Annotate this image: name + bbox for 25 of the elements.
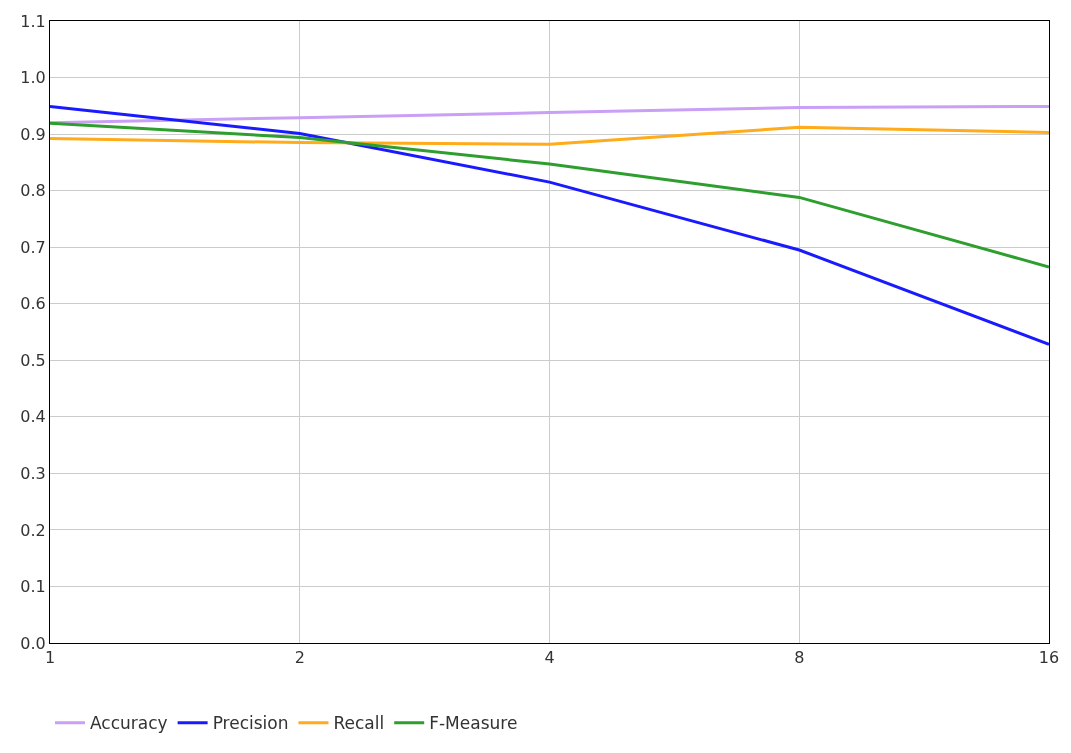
legend-label: Recall: [333, 713, 385, 734]
y-tick-label: 0.0: [20, 633, 46, 653]
line-series: [50, 104, 1049, 346]
line-series: [50, 121, 1049, 269]
x-tick-label: 8: [794, 648, 805, 668]
y-tick-label: 0.1: [20, 577, 46, 597]
x-tick-label: 2: [294, 648, 305, 668]
x-tick-label: 1: [44, 648, 56, 668]
y-tick-label: 0.7: [20, 237, 46, 257]
y-tick-label: 1.0: [20, 68, 46, 88]
y-tick-label: 0.3: [20, 463, 46, 483]
y-tick-label: 0.5: [20, 350, 46, 370]
y-tick-label: 0.9: [20, 124, 46, 144]
line-series: [50, 125, 1049, 146]
y-tick-label: 1.1: [20, 11, 46, 31]
y-tick-label: 0.2: [20, 520, 46, 540]
legend-label: Accuracy: [90, 713, 168, 734]
x-tick-label: 4: [544, 648, 555, 668]
y-tick-label: 0.8: [20, 181, 46, 201]
legend-label: Precision: [212, 713, 289, 734]
legend-label: F-Measure: [429, 713, 518, 734]
y-tick-label: 0.6: [20, 294, 46, 314]
y-tick-label: 0.4: [20, 407, 46, 427]
line-series: [50, 104, 1049, 125]
x-tick-label: 16: [1038, 648, 1060, 668]
